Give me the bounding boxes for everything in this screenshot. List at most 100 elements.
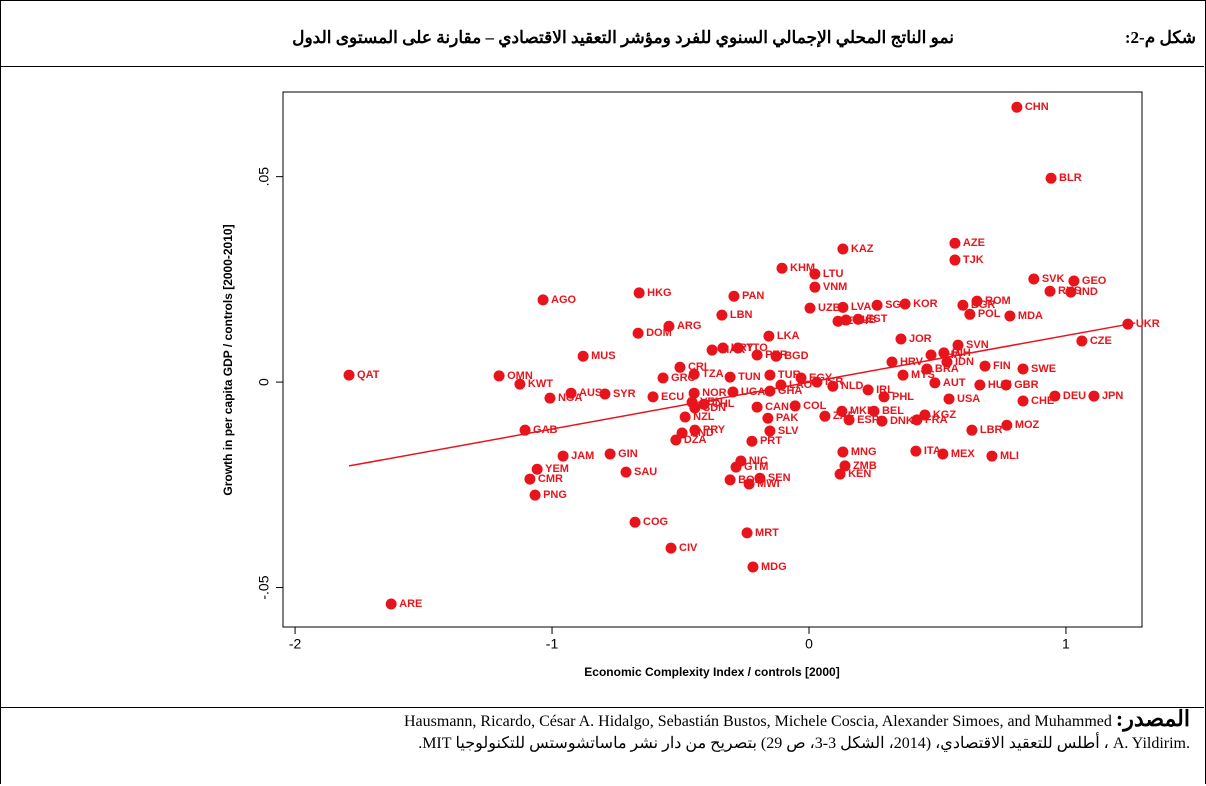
point	[775, 379, 787, 391]
point	[679, 411, 691, 423]
point-label: UKR	[1136, 318, 1160, 330]
point	[862, 384, 874, 396]
point-label: COL	[803, 400, 827, 412]
point	[795, 372, 807, 384]
point	[493, 370, 505, 382]
point	[727, 386, 739, 398]
x-tick-label: 0	[805, 636, 813, 652]
source-label: المصدر:	[1115, 706, 1190, 731]
point-label: MRT	[755, 527, 779, 539]
point	[910, 445, 922, 457]
x-tick-label: -1	[546, 636, 559, 652]
point-label: ARG	[677, 320, 701, 332]
point	[674, 361, 686, 373]
point	[665, 542, 677, 554]
point	[840, 314, 852, 326]
point	[577, 350, 589, 362]
point	[1076, 335, 1088, 347]
point	[943, 393, 955, 405]
point-label: LKA	[777, 330, 800, 342]
plot-frame	[282, 91, 1143, 628]
point-label: MDA	[1018, 310, 1043, 322]
point	[514, 378, 526, 390]
point-label: ALB	[854, 314, 877, 326]
point	[957, 299, 969, 311]
point-label: JPN	[1102, 390, 1123, 402]
point-label: CAN	[765, 401, 789, 413]
point	[776, 262, 788, 274]
point-label: TJK	[963, 254, 984, 266]
figure-label: شكل م-2:	[1124, 28, 1196, 47]
point	[1049, 390, 1061, 402]
point-label: GIN	[618, 448, 638, 460]
point-label: SAU	[634, 466, 657, 478]
point	[809, 268, 821, 280]
trend-line	[348, 322, 1136, 467]
point-label: PAK	[776, 412, 798, 424]
point	[834, 468, 846, 480]
point-label: GHA	[778, 385, 803, 397]
point	[966, 424, 978, 436]
point-label: YEM	[545, 463, 569, 475]
point-label: SVN	[966, 339, 989, 351]
point	[964, 308, 976, 320]
point	[689, 402, 701, 414]
source-text: Hausmann, Ricardo, César A. Hidalgo, Seb…	[404, 713, 1112, 730]
point-label: AZE	[963, 237, 985, 249]
point	[565, 387, 577, 399]
point	[724, 371, 736, 383]
point	[1011, 101, 1023, 113]
point-label: AGO	[551, 294, 577, 306]
point	[657, 372, 669, 384]
y-axis-label: Growth in per capita GDP / controls [200…	[221, 224, 235, 495]
point	[871, 299, 883, 311]
point-label: TZA	[702, 368, 723, 380]
y-tick-label: .05	[256, 167, 272, 187]
point	[743, 478, 755, 490]
point-label: SYR	[613, 388, 636, 400]
point-label: ROM	[985, 295, 1011, 307]
point-label: SGP	[885, 299, 908, 311]
point-label: MNG	[851, 446, 877, 458]
point-label: BGD	[784, 350, 809, 362]
point	[529, 489, 541, 501]
point-label: BRA	[935, 363, 959, 375]
point-label: MYS	[911, 369, 935, 381]
point	[698, 398, 710, 410]
point	[937, 448, 949, 460]
point-label: TUR	[778, 369, 801, 381]
point	[751, 401, 763, 413]
point	[897, 369, 909, 381]
point	[886, 356, 898, 368]
point-label: FRA	[925, 414, 948, 426]
point-label: KGZ	[933, 409, 957, 421]
source-line: المصدر: Hausmann, Ricardo, César A. Hida…	[0, 708, 1204, 733]
point-label: FIN	[993, 360, 1011, 372]
figure-title: نمو الناتج المحلي الإجمالي السنوي للفرد …	[292, 28, 954, 47]
point	[811, 376, 823, 388]
point	[732, 342, 744, 354]
point	[688, 368, 700, 380]
point-label: CHN	[1025, 101, 1049, 113]
point-label: TTO	[746, 342, 768, 354]
point-label: GBR	[1014, 379, 1039, 391]
point	[925, 349, 937, 361]
point	[836, 405, 848, 417]
point-label: SEN	[768, 472, 791, 484]
point	[519, 424, 531, 436]
point-label: VNM	[823, 281, 847, 293]
source-line: .A. Yildirim ، أطلس للتعقيد الاقتصادي، (…	[418, 735, 1190, 752]
point-label: KEN	[848, 468, 871, 480]
point-label: POL	[978, 308, 1001, 320]
point	[986, 450, 998, 462]
point-label: JOR	[909, 333, 932, 345]
point-label: BLR	[1059, 172, 1082, 184]
point	[974, 379, 986, 391]
point	[557, 450, 569, 462]
point-label: NZL	[693, 411, 715, 423]
point-label: SLV	[778, 425, 799, 437]
point	[629, 516, 641, 528]
point-label: GTM	[744, 461, 768, 473]
point	[531, 463, 543, 475]
point	[789, 400, 801, 412]
